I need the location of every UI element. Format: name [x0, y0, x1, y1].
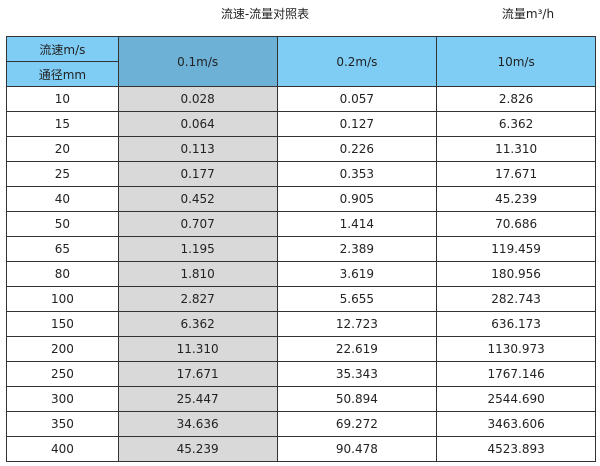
flow-cell: 11.310 [436, 136, 596, 162]
flow-cell: 0.028 [117, 86, 278, 112]
flow-cell: 2.827 [117, 286, 278, 312]
diameter-cell: 15 [6, 111, 119, 137]
flow-cell: 0.452 [117, 186, 278, 212]
flow-cell: 22.619 [276, 336, 438, 362]
table-row: 200 11.310 22.619 1130.973 [6, 336, 596, 362]
table-row: 400 45.239 90.478 4523.893 [6, 436, 596, 462]
flow-cell: 70.686 [436, 211, 596, 237]
flow-cell: 12.723 [276, 311, 438, 337]
diameter-cell: 100 [6, 286, 119, 312]
flow-cell: 0.905 [276, 186, 438, 212]
flow-cell: 0.057 [276, 86, 438, 112]
flow-cell: 2544.690 [436, 386, 596, 412]
table-row: 25 0.177 0.353 17.671 [6, 161, 596, 187]
flow-cell: 0.226 [276, 136, 438, 162]
diameter-cell: 10 [6, 86, 119, 112]
table-title: 流速-流量对照表 [220, 7, 310, 21]
flow-cell: 5.655 [276, 286, 438, 312]
table-row: 350 34.636 69.272 3463.606 [6, 411, 596, 437]
flow-cell: 45.239 [436, 186, 596, 212]
flow-cell: 1.810 [117, 261, 278, 287]
column-header: 0.2m/s [276, 36, 438, 87]
flow-cell: 0.707 [117, 211, 278, 237]
flow-cell: 17.671 [117, 361, 278, 387]
table-row: 50 0.707 1.414 70.686 [6, 211, 596, 237]
column-header: 0.1m/s [117, 36, 278, 87]
diameter-cell: 400 [6, 436, 119, 462]
flow-cell: 0.353 [276, 161, 438, 187]
unit-label: 流量m³/h [501, 7, 555, 21]
flow-table: 流速m/s 0.1m/s 0.2m/s 10m/s 通径mm 10 0.028 0.… [6, 36, 596, 462]
flow-cell: 1130.973 [436, 336, 596, 362]
flow-cell: 11.310 [117, 336, 278, 362]
flow-cell: 180.956 [436, 261, 596, 287]
flow-cell: 90.478 [276, 436, 438, 462]
flow-cell: 1.195 [117, 236, 278, 262]
corner-velocity: 流速m/s [6, 36, 119, 62]
table-row: 300 25.447 50.894 2544.690 [6, 386, 596, 412]
flow-cell: 4523.893 [436, 436, 596, 462]
diameter-cell: 150 [6, 311, 119, 337]
diameter-cell: 65 [6, 236, 119, 262]
flow-cell: 6.362 [117, 311, 278, 337]
flow-cell: 3463.606 [436, 411, 596, 437]
flow-cell: 636.173 [436, 311, 596, 337]
flow-cell: 2.826 [436, 86, 596, 112]
flow-cell: 34.636 [117, 411, 278, 437]
table-row: 250 17.671 35.343 1767.146 [6, 361, 596, 387]
column-header: 10m/s [436, 36, 596, 87]
table-row: 40 0.452 0.905 45.239 [6, 186, 596, 212]
flow-cell: 6.362 [436, 111, 596, 137]
diameter-cell: 80 [6, 261, 119, 287]
diameter-cell: 25 [6, 161, 119, 187]
flow-cell: 0.064 [117, 111, 278, 137]
table-row: 15 0.064 0.127 6.362 [6, 111, 596, 137]
flow-cell: 3.619 [276, 261, 438, 287]
diameter-cell: 40 [6, 186, 119, 212]
diameter-cell: 50 [6, 211, 119, 237]
flow-cell: 17.671 [436, 161, 596, 187]
diameter-cell: 250 [6, 361, 119, 387]
flow-cell: 35.343 [276, 361, 438, 387]
diameter-cell: 200 [6, 336, 119, 362]
flow-cell: 69.272 [276, 411, 438, 437]
corner-diameter: 通径mm [6, 61, 119, 87]
diameter-cell: 350 [6, 411, 119, 437]
table-row: 10 0.028 0.057 2.826 [6, 86, 596, 112]
table-row: 100 2.827 5.655 282.743 [6, 286, 596, 312]
flow-cell: 282.743 [436, 286, 596, 312]
flow-cell: 0.127 [276, 111, 438, 137]
table-row: 20 0.113 0.226 11.310 [6, 136, 596, 162]
flow-cell: 119.459 [436, 236, 596, 262]
flow-cell: 2.389 [276, 236, 438, 262]
flow-cell: 45.239 [117, 436, 278, 462]
flow-cell: 1.414 [276, 211, 438, 237]
flow-cell: 50.894 [276, 386, 438, 412]
flow-cell: 1767.146 [436, 361, 596, 387]
table-row: 65 1.195 2.389 119.459 [6, 236, 596, 262]
diameter-cell: 20 [6, 136, 119, 162]
flow-cell: 25.447 [117, 386, 278, 412]
flow-cell: 0.177 [117, 161, 278, 187]
table-row: 80 1.810 3.619 180.956 [6, 261, 596, 287]
table-row: 150 6.362 12.723 636.173 [6, 311, 596, 337]
diameter-cell: 300 [6, 386, 119, 412]
flow-cell: 0.113 [117, 136, 278, 162]
